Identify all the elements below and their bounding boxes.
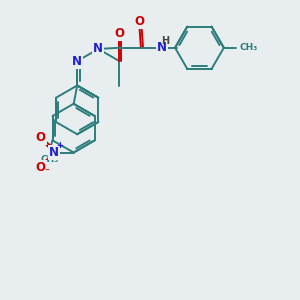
Text: CH₃: CH₃ <box>240 43 258 52</box>
Text: O: O <box>36 161 46 174</box>
Text: CH₃: CH₃ <box>40 155 59 164</box>
Text: O: O <box>114 27 124 40</box>
Text: N: N <box>157 41 167 54</box>
Text: O: O <box>36 131 46 144</box>
Text: N: N <box>93 42 103 56</box>
Text: N: N <box>49 146 59 159</box>
Text: H: H <box>161 36 169 46</box>
Text: O: O <box>134 15 145 28</box>
Text: N: N <box>72 55 82 68</box>
Text: +: + <box>56 142 63 151</box>
Text: ⁻: ⁻ <box>45 167 50 178</box>
